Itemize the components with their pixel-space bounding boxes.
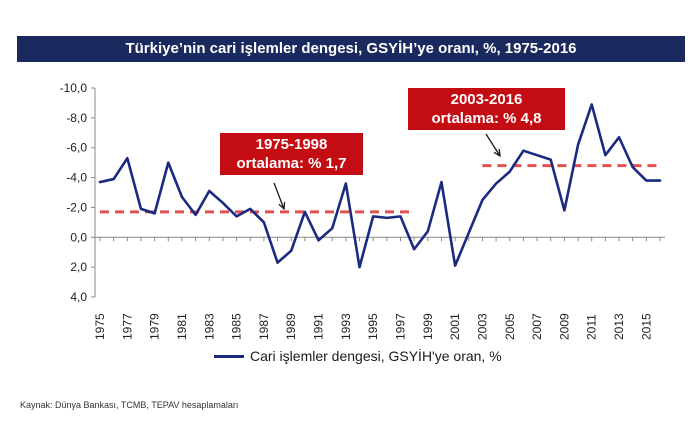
x-tick-label: 1975 [93, 313, 107, 340]
annotation-arrowhead [278, 201, 286, 211]
x-tick-label: 1989 [284, 313, 298, 340]
average-box-period: 2003-2016 [450, 91, 523, 108]
x-tick-label: 1993 [339, 313, 353, 340]
x-tick-label: 2011 [585, 314, 599, 340]
x-tick-label: 2001 [448, 313, 462, 340]
annotation-arrow [273, 182, 285, 210]
series-line [98, 103, 662, 269]
x-tick-label: 1995 [366, 313, 380, 340]
x-tick-label: 1979 [148, 313, 162, 340]
y-tick-label: -10,0 [60, 81, 88, 95]
y-tick-label: 2,0 [70, 260, 87, 274]
annotation-arrow [485, 133, 501, 157]
x-tick-label: 1999 [421, 313, 435, 340]
y-tick-label: -4,0 [66, 171, 87, 185]
x-tick-label: 2005 [503, 313, 517, 340]
y-tick-label: 0,0 [70, 230, 87, 244]
x-tick-label: 2013 [612, 313, 626, 340]
x-tick-label: 1983 [202, 313, 216, 340]
y-tick-label: 4,0 [70, 290, 87, 304]
legend: Cari işlemler dengesi, GSYİH'ye oran, % [214, 348, 502, 364]
y-tick-label: -8,0 [66, 111, 87, 125]
x-tick-label: 1987 [257, 313, 271, 340]
x-tick-label: 2009 [557, 313, 571, 340]
legend-line-icon [214, 354, 244, 358]
x-tick-label: 1985 [230, 313, 244, 340]
x-tick-label: 1977 [120, 313, 134, 340]
x-tick-label: 1981 [175, 313, 189, 340]
average-box-1975-1998: 1975-1998 ortalama: % 1,7 [220, 133, 363, 175]
legend-label: Cari işlemler dengesi, GSYİH'ye oran, % [250, 348, 502, 364]
average-box-value: ortalama: % 1,7 [236, 155, 347, 172]
average-box-period: 1975-1998 [255, 136, 328, 153]
x-tick-label: 1997 [393, 313, 407, 340]
x-tick-label: 2007 [530, 313, 544, 340]
x-tick-label: 2015 [639, 313, 653, 340]
x-tick-label: 1991 [312, 313, 326, 340]
annotation-arrowhead [493, 148, 501, 158]
y-tick-label: -6,0 [66, 141, 87, 155]
source-note: Kaynak: Dünya Bankası, TCMB, TEPAV hesap… [20, 400, 239, 410]
chart-title: Türkiye’nin cari işlemler dengesi, GSYİH… [17, 36, 685, 62]
y-tick-label: -2,0 [66, 200, 87, 214]
x-tick-label: 2003 [475, 313, 489, 340]
average-box-value: ortalama: % 4,8 [431, 110, 542, 127]
average-box-2003-2016: 2003-2016 ortalama: % 4,8 [408, 88, 565, 130]
